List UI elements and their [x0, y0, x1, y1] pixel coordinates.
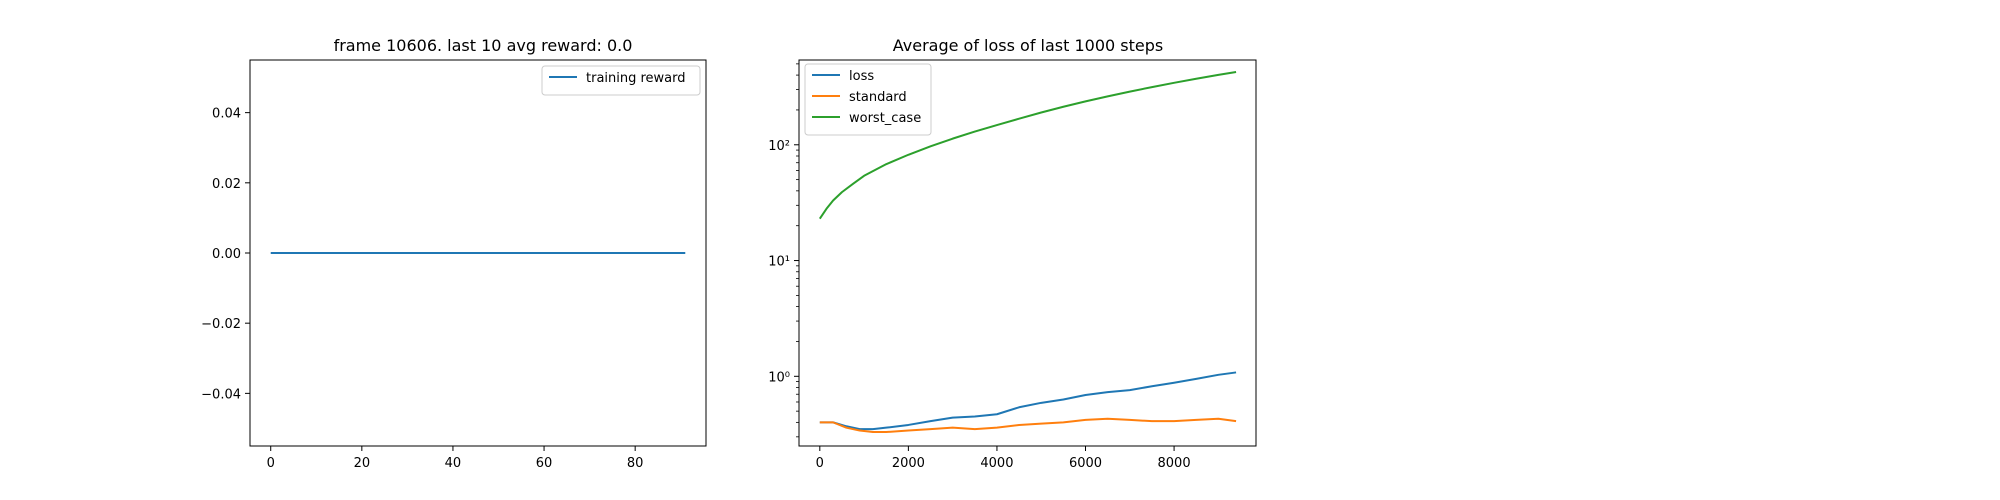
reward-y-tick-label: 0.00 [212, 247, 241, 262]
loss-axis-ticks: 0 2000 4000 6000 8000 10⁰ 10¹ 10² [768, 63, 1191, 471]
loss-x-tick-label: 4000 [980, 456, 1013, 471]
loss-series-line-worst-case [818, 71, 1237, 220]
reward-y-tick-label: 0.04 [212, 107, 241, 122]
reward-x-tick-label: 60 [536, 456, 553, 471]
loss-series-line-loss [819, 371, 1237, 431]
loss-legend-label: loss [849, 69, 874, 84]
loss-y-tick-label: 10² [768, 139, 790, 154]
reward-x-tick-label: 80 [627, 456, 644, 471]
loss-legend: loss standard worst_case [804, 63, 932, 136]
loss-plot-frame [798, 59, 1257, 447]
loss-x-tick-label: 0 [816, 456, 824, 471]
reward-y-tick-label: −0.04 [201, 387, 241, 402]
loss-y-tick-label: 10⁰ [768, 370, 790, 385]
loss-plot-lines [818, 71, 1237, 434]
reward-x-tick-label: 20 [354, 456, 371, 471]
reward-legend-label: training reward [586, 71, 686, 86]
loss-x-tick-label: 2000 [892, 456, 925, 471]
loss-legend-label: worst_case [849, 111, 921, 126]
loss-x-tick-label: 8000 [1158, 456, 1191, 471]
reward-axis-ticks: 0 20 40 60 80 −0.04 −0.02 0.00 0.02 0.04 [201, 107, 643, 471]
loss-x-tick-label: 6000 [1069, 456, 1102, 471]
loss-legend-label: standard [849, 90, 907, 105]
loss-series-line-standard [819, 417, 1237, 434]
reward-x-tick-label: 40 [445, 456, 462, 471]
reward-chart-title: frame 10606. last 10 avg reward: 0.0 [334, 36, 633, 55]
reward-x-tick-label: 0 [267, 456, 275, 471]
reward-y-tick-label: −0.02 [201, 317, 241, 332]
loss-chart: Average of loss of last 1000 steps 0 2000… [768, 36, 1257, 471]
reward-legend: training reward [541, 65, 701, 96]
reward-y-tick-label: 0.02 [212, 177, 241, 192]
reward-legend-frame [541, 65, 701, 96]
reward-chart: frame 10606. last 10 avg reward: 0.0 0 20… [201, 36, 707, 471]
loss-chart-title: Average of loss of last 1000 steps [893, 36, 1164, 55]
loss-y-tick-label: 10¹ [768, 255, 790, 270]
reward-plot-frame [249, 59, 707, 447]
